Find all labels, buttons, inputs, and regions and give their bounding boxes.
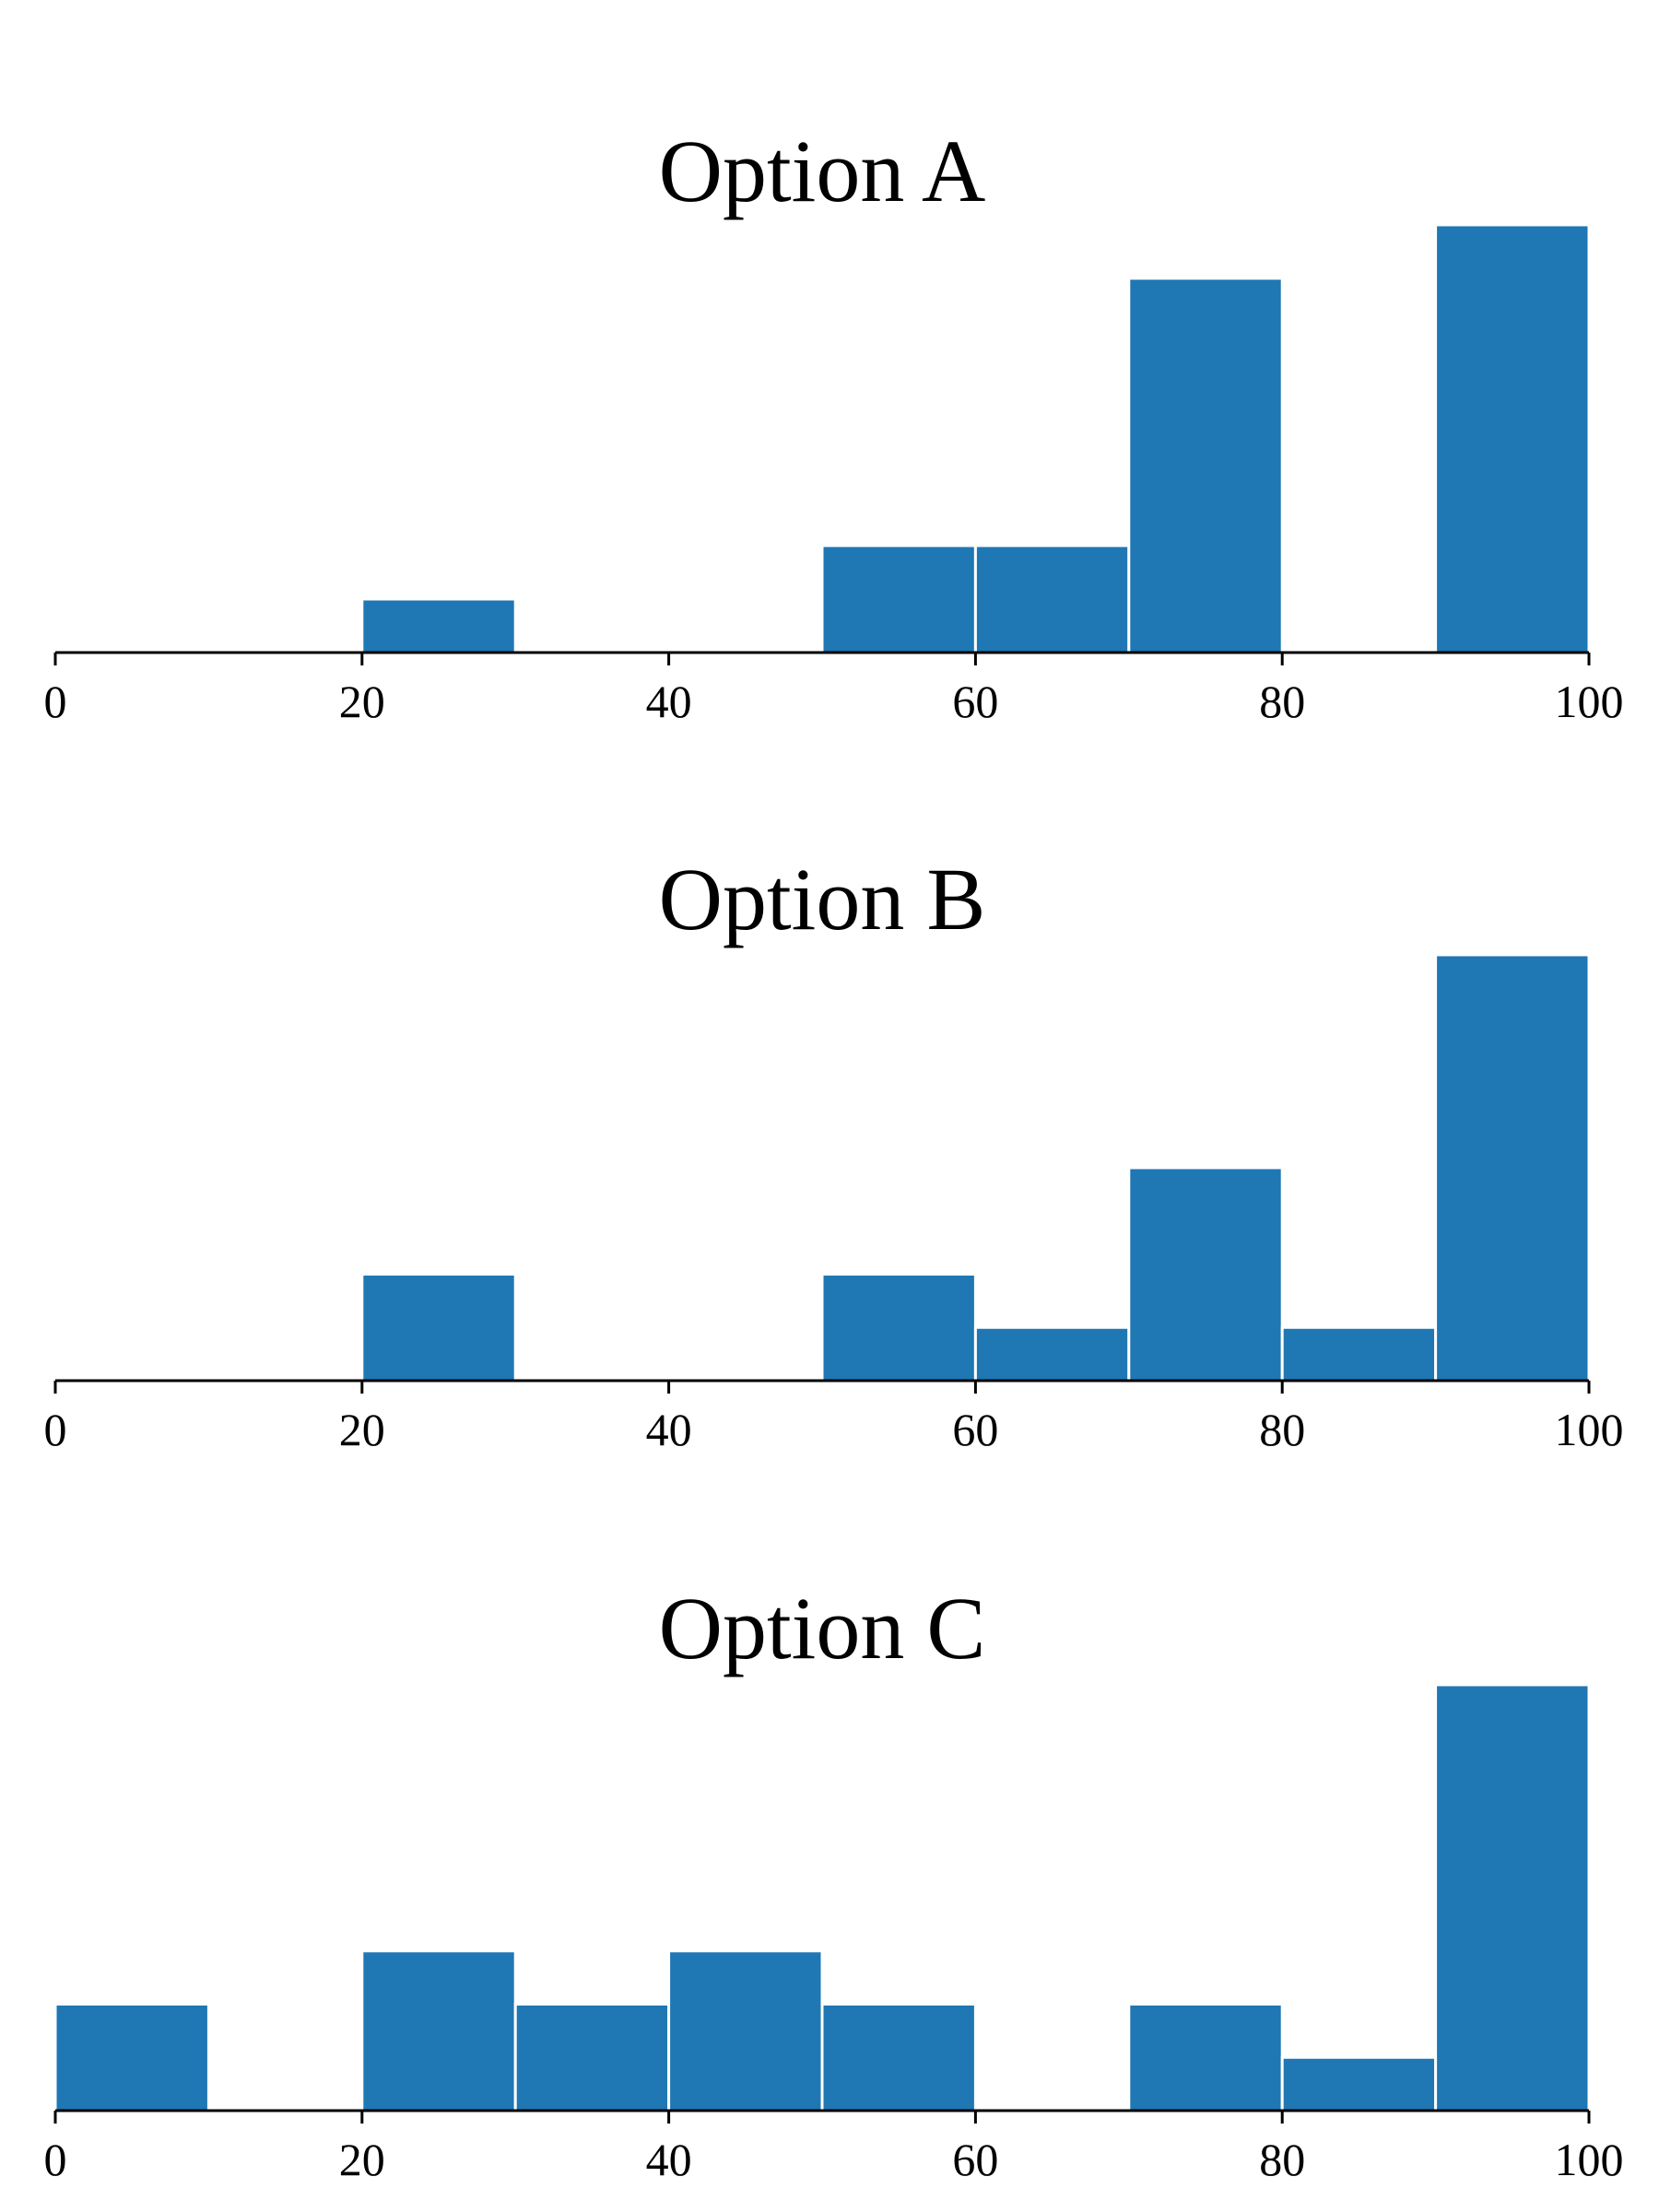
histogram-bar [820,2003,977,2112]
x-tick-label: 100 [1555,1404,1624,1455]
x-tick-label: 100 [1555,2134,1624,2185]
histogram-bar [513,2003,671,2112]
histogram-bar [1280,1325,1438,1382]
histogram-bar [1280,2055,1438,2112]
histogram-bar [53,2003,210,2112]
x-tick-label: 20 [339,2134,385,2185]
x-tick-label: 40 [646,2134,692,2185]
x-tick-label: 80 [1259,676,1305,727]
x-tick-label: 60 [952,676,998,727]
histogram-bar [1434,1683,1591,2112]
x-tick-label: 100 [1555,676,1624,727]
x-tick-label: 60 [952,2134,998,2185]
histogram-bar [360,597,517,654]
histogram-bar [820,544,977,654]
histogram-bar [973,1325,1131,1382]
chart-title: Option A [659,122,986,220]
histogram-bar [667,1949,824,2112]
histogram-panel: Option C 0 20 40 60 80 100 [44,1579,1624,2185]
x-tick-label: 40 [646,676,692,727]
x-tick-label: 40 [646,1404,692,1455]
chart-title: Option B [659,850,986,948]
histogram-bar [1127,276,1284,654]
histogram-bar [973,544,1131,654]
x-tick-label: 20 [339,676,385,727]
histogram-bar [1127,2003,1284,2112]
x-tick-label: 20 [339,1404,385,1455]
x-tick-label: 60 [952,1404,998,1455]
histogram-panel: Option A 0 20 40 60 80 100 [44,122,1624,727]
chart-title: Option C [659,1579,986,1677]
histogram-bar [360,1949,517,2112]
histogram-bar [1434,223,1591,654]
x-tick-label: 0 [44,2134,67,2185]
histogram-bar [1127,1166,1284,1382]
histogram-bar [820,1273,977,1382]
histogram-bar [1434,953,1591,1382]
x-tick-label: 80 [1259,1404,1305,1455]
x-tick-label: 0 [44,676,67,727]
histogram-bar [360,1273,517,1382]
x-tick-label: 0 [44,1404,67,1455]
histogram-panel: Option B 0 20 40 60 80 100 [44,850,1624,1455]
x-tick-label: 80 [1259,2134,1305,2185]
